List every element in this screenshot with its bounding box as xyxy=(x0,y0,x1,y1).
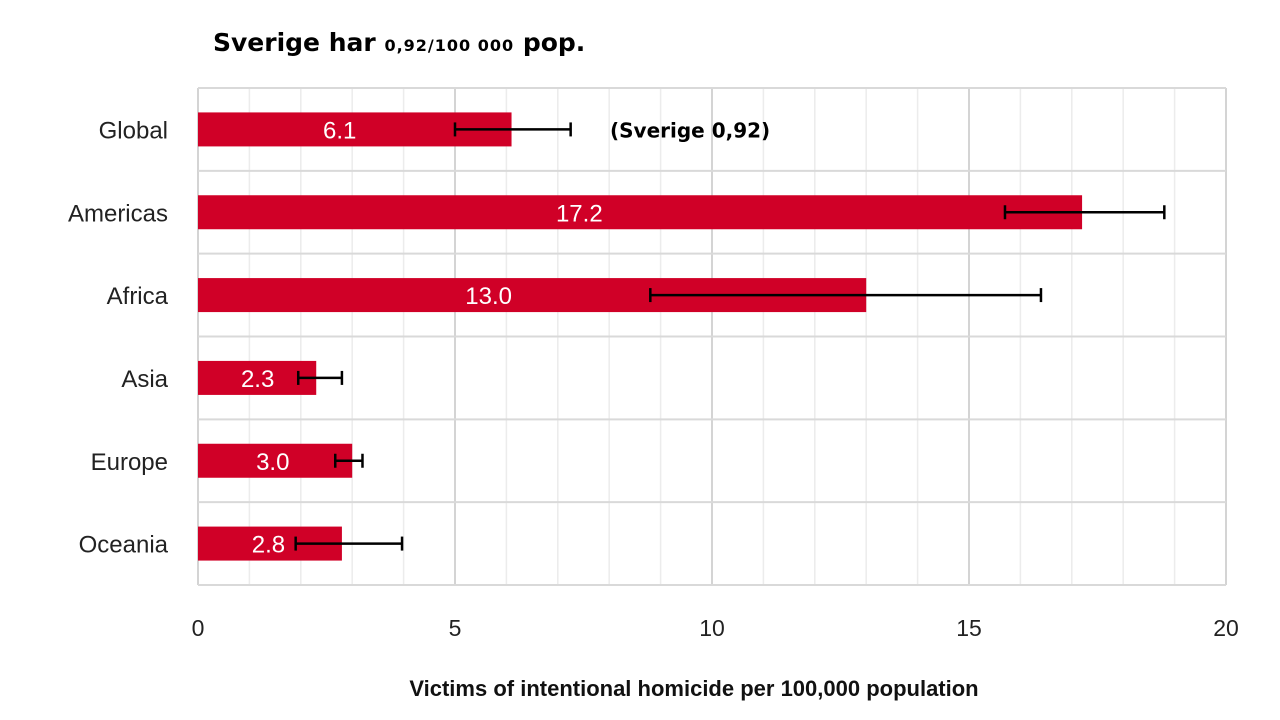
data-label: 6.1 xyxy=(323,117,356,144)
bar-asia xyxy=(198,360,317,395)
bar-americas xyxy=(198,195,1083,230)
bar-europe xyxy=(198,443,353,478)
x-tick-label: 20 xyxy=(1213,615,1239,641)
category-label: Asia xyxy=(121,366,168,393)
error-bar xyxy=(294,536,404,551)
annotation-sverige: (Sverige 0,92) xyxy=(610,118,770,142)
x-tick-label: 0 xyxy=(192,615,205,641)
error-bar xyxy=(453,122,572,137)
data-label: 2.8 xyxy=(252,532,285,559)
x-axis-label: Victims of intentional homicide per 100,… xyxy=(409,676,979,701)
title-main: Sverige har xyxy=(213,28,376,57)
data-label: 17.2 xyxy=(556,200,603,227)
category-label: Africa xyxy=(107,283,169,310)
x-tick-label: 5 xyxy=(449,615,462,641)
category-label: Global xyxy=(99,117,168,144)
category-label: Americas xyxy=(68,200,168,227)
data-label: 2.3 xyxy=(241,366,274,393)
title-value: 0,92/100 000 xyxy=(384,36,515,55)
chart-title: Sverige har 0,92/100 000 pop. xyxy=(213,28,585,57)
error-bar xyxy=(1003,205,1166,220)
data-label: 3.0 xyxy=(256,449,289,476)
error-bar xyxy=(333,453,364,468)
data-label: 13.0 xyxy=(465,283,512,310)
category-label: Oceania xyxy=(79,532,169,559)
category-label: Europe xyxy=(91,449,168,476)
title-suffix: pop. xyxy=(522,28,586,57)
x-tick-label: 15 xyxy=(956,615,982,641)
error-bar xyxy=(296,370,344,385)
error-bar xyxy=(649,288,1043,303)
x-tick-label: 10 xyxy=(699,615,725,641)
